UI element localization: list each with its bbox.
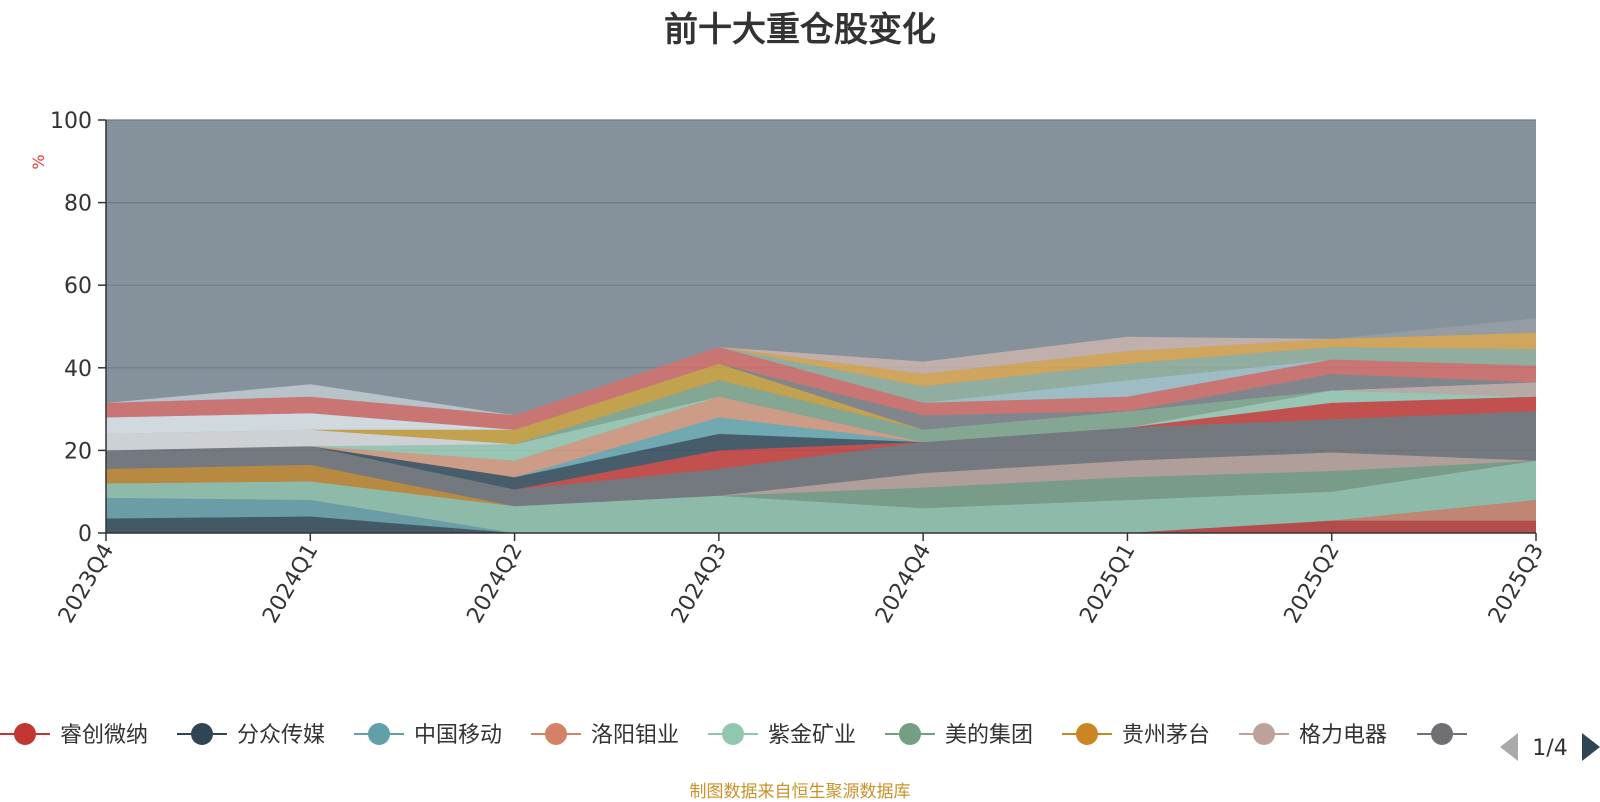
legend-label: 紫金矿业	[768, 723, 856, 748]
legend-page-indicator: 1/4	[1532, 736, 1567, 761]
area-series-17	[106, 363, 1536, 445]
legend-item-睿创微纳[interactable]: 睿创微纳	[0, 723, 148, 748]
x-tick-label: 2024Q4	[871, 540, 936, 628]
legend-next-icon[interactable]	[1582, 733, 1600, 761]
legend-label: 格力电器	[1299, 723, 1387, 748]
legend-marker	[1431, 723, 1453, 745]
area-series-14	[106, 390, 1536, 461]
y-tick-label: 40	[64, 357, 92, 382]
x-tick-label: 2024Q2	[462, 540, 527, 628]
y-tick-label: 60	[64, 274, 92, 299]
legend-prev-icon[interactable]	[1500, 733, 1518, 761]
legend-marker	[191, 723, 213, 745]
legend-item-美的集团[interactable]: 美的集团	[885, 723, 1033, 748]
legend: 睿创微纳 分众传媒 中国移动 洛阳钼业 紫金矿业 美的集团 贵州茅台 格力电器	[0, 723, 1467, 748]
area-series-21	[106, 347, 1536, 430]
area-series-25	[106, 332, 1536, 416]
x-tick-label: 2025Q2	[1280, 540, 1345, 628]
area-格力电器	[106, 452, 1536, 507]
area-睿创微纳	[106, 520, 1536, 533]
x-tick-label: 2023Q4	[54, 540, 119, 628]
legend-marker	[14, 723, 36, 745]
area-紫金矿业	[106, 460, 1536, 533]
area-series-12	[106, 396, 1536, 478]
legend-label: 洛阳钼业	[591, 723, 679, 748]
area-series-24	[106, 347, 1536, 416]
area-series-15	[106, 380, 1536, 451]
legend-label: 中国移动	[414, 723, 502, 748]
x-tick-label: 2024Q3	[667, 540, 732, 628]
area-series-16	[106, 380, 1536, 451]
legend-item-格力电器[interactable]: 格力电器	[1239, 723, 1387, 748]
series-areas	[106, 318, 1536, 533]
legend-pager: 1/4	[1500, 733, 1600, 761]
legend-label: 睿创微纳	[60, 723, 148, 748]
y-tick-label: 80	[64, 192, 92, 217]
y-tick-label: 0	[78, 522, 92, 547]
legend-item-中国移动[interactable]: 中国移动	[354, 723, 502, 748]
area-series-11	[106, 396, 1536, 490]
legend-marker	[368, 723, 390, 745]
legend-item-洛阳钼业[interactable]: 洛阳钼业	[531, 723, 679, 748]
y-tick-label: 100	[50, 109, 92, 134]
legend-item-紫金矿业[interactable]: 紫金矿业	[708, 723, 856, 748]
area-美的集团	[106, 460, 1536, 509]
legend-marker	[1253, 723, 1275, 745]
legend-label: 美的集团	[945, 723, 1033, 748]
x-tick-label: 2024Q1	[258, 540, 323, 628]
legend-marker	[722, 723, 744, 745]
area-贵州茅台	[106, 460, 1536, 507]
legend-item-分众传媒[interactable]: 分众传媒	[177, 723, 325, 748]
legend-item-贵州茅台[interactable]: 贵州茅台	[1062, 723, 1210, 748]
source-note: 制图数据来自恒生聚源数据库	[689, 782, 911, 802]
legend-label: 贵州茅台	[1122, 723, 1210, 748]
legend-marker	[1076, 723, 1098, 745]
area-series-10	[106, 396, 1536, 490]
legend-label: 分众传媒	[237, 723, 325, 748]
area-series-20	[106, 363, 1536, 434]
legend-item-clipped[interactable]	[1417, 723, 1467, 745]
y-tick-label: 20	[64, 439, 92, 464]
x-tick-label: 2025Q3	[1484, 540, 1549, 628]
y-axis-unit-label: %	[29, 154, 48, 169]
area-series-9	[106, 411, 1536, 507]
legend-marker	[899, 723, 921, 745]
chart-title: 前十大重仓股变化	[664, 10, 936, 50]
area-中国移动	[106, 497, 1536, 533]
x-tick-label: 2025Q1	[1075, 540, 1140, 628]
area-分众传媒	[106, 516, 1536, 533]
legend-marker	[545, 723, 567, 745]
